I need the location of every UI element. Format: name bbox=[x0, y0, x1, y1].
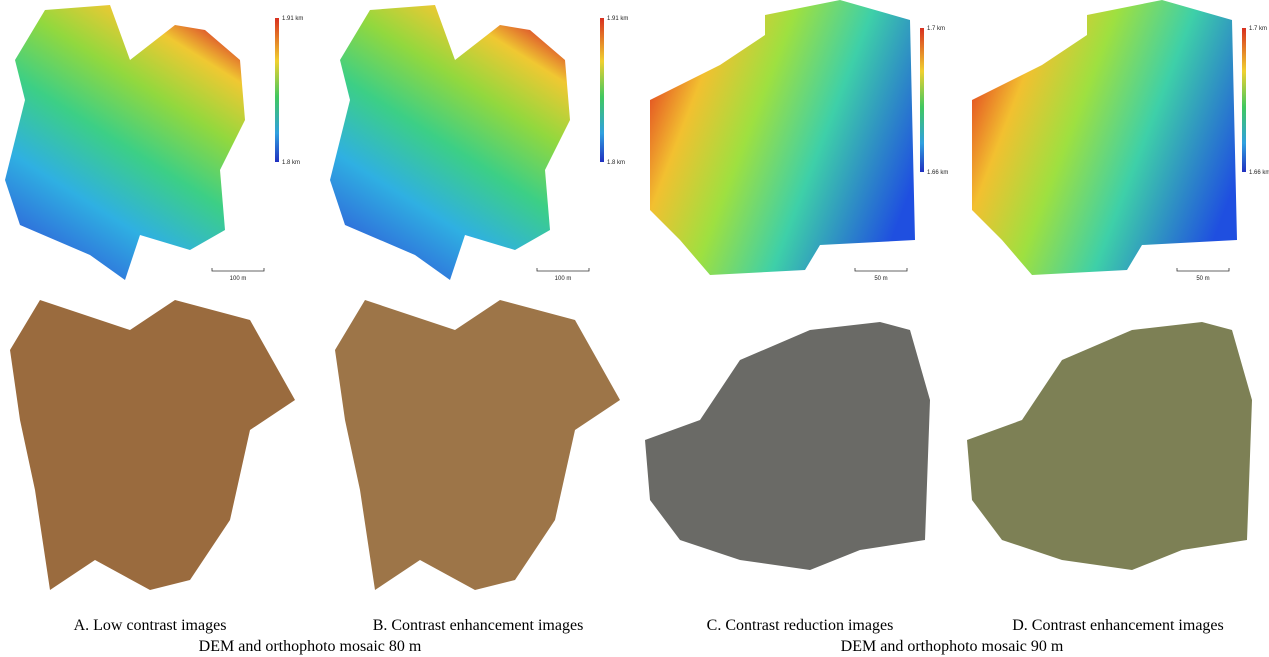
colorbar bbox=[275, 18, 279, 162]
page: {"panels": [ {"caption": "A. Low contras… bbox=[0, 0, 1269, 657]
colorbar bbox=[1242, 28, 1246, 172]
colorbar-max-label: 1.7 km bbox=[1249, 26, 1267, 32]
colorbar bbox=[600, 18, 604, 162]
scale-bar bbox=[212, 268, 264, 271]
colorbar-min-label: 1.66 km bbox=[927, 170, 948, 176]
panel-caption: C. Contrast reduction images bbox=[707, 617, 894, 634]
colorbar-min-label: 1.66 km bbox=[1249, 170, 1269, 176]
colorbar-min-label: 1.8 km bbox=[282, 160, 300, 166]
colorbar-max-label: 1.91 km bbox=[607, 16, 628, 22]
figure: 1.91 km 1.8 km 100 m A. Low contrast images… bbox=[0, 0, 1269, 657]
scale-bar-label: 100 m bbox=[230, 276, 247, 282]
panel-caption: B. Contrast enhancement images bbox=[373, 617, 584, 634]
panel-caption: D. Contrast enhancement images bbox=[1012, 617, 1224, 634]
panel-caption: A. Low contrast images bbox=[74, 617, 227, 634]
scale-bar-label: 100 m bbox=[555, 276, 572, 282]
orthophoto bbox=[645, 322, 930, 570]
group-caption: DEM and orthophoto mosaic 80 m bbox=[199, 638, 422, 655]
scale-bar-label: 50 m bbox=[874, 276, 887, 282]
orthophoto bbox=[967, 322, 1252, 570]
colorbar-max-label: 1.91 km bbox=[282, 16, 303, 22]
dem-map bbox=[5, 5, 245, 280]
scale-bar bbox=[537, 268, 589, 271]
scale-bar bbox=[1177, 268, 1229, 271]
group-caption: DEM and orthophoto mosaic 90 m bbox=[841, 638, 1064, 655]
orthophoto bbox=[10, 300, 295, 590]
orthophoto bbox=[335, 300, 620, 590]
dem-map bbox=[650, 0, 915, 275]
scale-bar bbox=[855, 268, 907, 271]
dem-map bbox=[972, 0, 1237, 275]
colorbar-min-label: 1.8 km bbox=[607, 160, 625, 166]
colorbar bbox=[920, 28, 924, 172]
scale-bar-label: 50 m bbox=[1196, 276, 1209, 282]
colorbar-max-label: 1.7 km bbox=[927, 26, 945, 32]
dem-map bbox=[330, 5, 570, 280]
